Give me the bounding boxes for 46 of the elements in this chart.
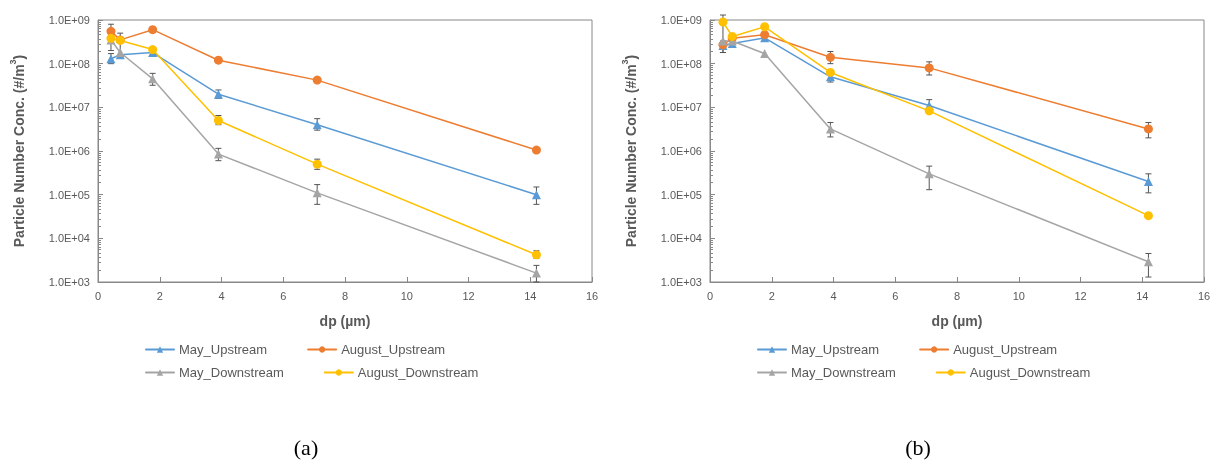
y-axis-title: Particle Number Conc. (#/m3) [7, 54, 27, 248]
y-tick-label: 1.0E+04 [48, 232, 90, 245]
legend-label: August_Downstream [357, 365, 479, 380]
y-tick-label: 1.0E+07 [660, 101, 702, 114]
x-axis-title: dp (µm) [319, 313, 371, 329]
x-tick-label: 4 [830, 289, 837, 302]
x-tick-label: 6 [892, 289, 899, 302]
x-tick-label: 10 [1012, 289, 1025, 302]
x-axis-title: dp (µm) [931, 313, 983, 329]
x-tick-label: 12 [1074, 289, 1087, 302]
text: (a) [293, 434, 319, 460]
x-tick-label: 16 [585, 289, 599, 302]
x-tick-label: 10 [400, 289, 413, 302]
legend-label: August_Upstream [953, 342, 1058, 357]
y-tick-label: 1.0E+07 [48, 101, 90, 114]
y-tick-label: 1.0E+06 [660, 145, 702, 157]
x-tick-label: 12 [462, 289, 475, 302]
legend-label: August_Upstream [341, 342, 446, 357]
legend-label: May_Downstream [791, 365, 896, 380]
y-tick-label: 1.0E+05 [48, 188, 90, 201]
x-tick-label: 2 [156, 289, 163, 302]
x-tick-label: 8 [953, 289, 961, 302]
y-axis-title: Particle Number Conc. (#/m3) [619, 54, 639, 248]
legend-label: May_Upstream [791, 342, 880, 357]
x-tick-label: 6 [280, 289, 287, 302]
x-tick-label: 0 [94, 289, 102, 302]
x-tick-label: 16 [1197, 289, 1211, 302]
legend-label: August_Downstream [969, 365, 1091, 380]
x-tick-label: 14 [524, 289, 537, 302]
x-tick-label: 8 [341, 289, 349, 302]
x-tick-label: 2 [768, 289, 775, 302]
legend-label: May_Downstream [179, 365, 284, 380]
text: (b) [905, 434, 931, 460]
y-tick-label: 1.0E+06 [48, 145, 90, 157]
x-tick-label: 14 [1136, 289, 1149, 302]
y-tick-label: 1.0E+08 [48, 57, 90, 70]
y-tick-label: 1.0E+09 [660, 14, 702, 26]
y-tick-label: 1.0E+09 [48, 14, 90, 26]
x-tick-label: 4 [218, 289, 225, 302]
legend-label: May_Upstream [179, 342, 268, 357]
x-tick-label: 0 [706, 289, 714, 302]
y-tick-label: 1.0E+05 [660, 188, 702, 201]
y-tick-label: 1.0E+08 [660, 57, 702, 70]
y-tick-label: 1.0E+03 [48, 276, 90, 288]
y-tick-label: 1.0E+03 [660, 276, 702, 288]
y-tick-label: 1.0E+04 [660, 232, 702, 245]
